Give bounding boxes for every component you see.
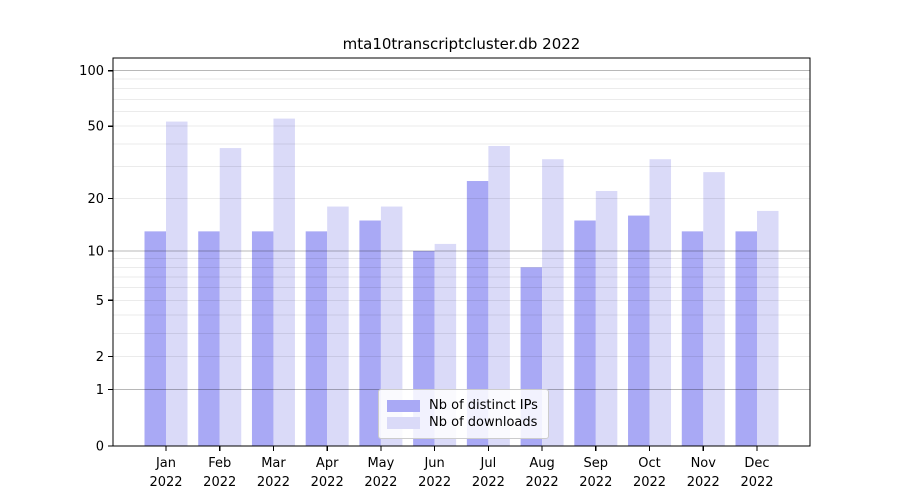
- x-tick-label-month: Sep: [584, 456, 609, 471]
- x-tick-label-month: Jan: [155, 456, 176, 471]
- x-tick-label-month: Mar: [261, 456, 286, 471]
- legend-swatch-distinct-ips: [387, 399, 420, 412]
- bar-downloads-oct: [649, 159, 672, 447]
- y-tick-label: 2: [96, 350, 104, 365]
- bar-distinct-ips-feb: [198, 231, 220, 446]
- gridlines-layer: [113, 70, 810, 391]
- x-tick-label-year: 2022: [364, 475, 397, 490]
- x-tick-label-month: Dec: [744, 456, 769, 471]
- bar-distinct-ips-jul: [466, 181, 489, 446]
- y-tick-label: 5: [96, 294, 104, 309]
- x-tick-label-month: Nov: [691, 456, 717, 471]
- bar-distinct-ips-apr: [305, 231, 328, 446]
- x-tick-label-month: May: [367, 456, 394, 471]
- legend-swatch-downloads: [387, 416, 420, 429]
- x-tick-label-year: 2022: [579, 475, 612, 490]
- x-tick-label-year: 2022: [633, 475, 666, 490]
- bar-downloads-apr: [327, 206, 349, 446]
- legend-label-downloads: Nb of downloads: [429, 415, 538, 430]
- legend-item-downloads: Nb of downloads: [387, 414, 538, 431]
- plot-border: [112, 57, 811, 447]
- bar-downloads-jan: [166, 121, 188, 446]
- bar-distinct-ips-jan: [144, 231, 166, 446]
- x-tick-label-month: Oct: [638, 456, 660, 471]
- legend: Nb of distinct IPs Nb of downloads: [378, 389, 549, 439]
- bar-downloads-may: [380, 206, 403, 446]
- x-tick-label-month: Aug: [529, 456, 554, 471]
- bar-downloads-feb: [219, 148, 242, 446]
- x-tick-label-year: 2022: [526, 475, 559, 490]
- y-tick-label: 20: [87, 192, 104, 207]
- x-tick-label-year: 2022: [257, 475, 290, 490]
- x-tick-label-year: 2022: [418, 475, 451, 490]
- x-tick-label-year: 2022: [687, 475, 720, 490]
- bar-distinct-ips-mar: [251, 231, 274, 446]
- y-tick-label: 0: [96, 440, 104, 455]
- x-tick-label-month: Apr: [316, 456, 339, 471]
- x-tick-label-year: 2022: [472, 475, 505, 490]
- y-tick-label: 10: [87, 244, 104, 259]
- bar-downloads-mar: [273, 118, 295, 447]
- x-tick-label-month: Feb: [208, 456, 231, 471]
- x-tick-label-year: 2022: [311, 475, 344, 490]
- bar-downloads-aug: [542, 159, 564, 447]
- bar-distinct-ips-nov: [681, 231, 704, 446]
- bar-distinct-ips-dec: [735, 231, 757, 446]
- tick-labels-layer: 0 1 2 5 10 20 50 100 Jan 2022 Feb 2022 Mar 2022 Apr 202…: [79, 64, 773, 490]
- bar-downloads-nov: [703, 172, 725, 446]
- bar-distinct-ips-sep: [574, 220, 596, 446]
- bar-downloads-jul: [488, 145, 510, 446]
- legend-item-distinct-ips: Nb of distinct IPs: [387, 397, 538, 414]
- bar-distinct-ips-oct: [628, 215, 650, 446]
- bar-distinct-ips-may: [359, 220, 381, 446]
- chart-title: mta10transcriptcluster.db 2022: [342, 35, 581, 53]
- y-tick-label: 1: [96, 383, 104, 398]
- x-tick-label-month: Jun: [423, 456, 444, 471]
- x-tick-label-year: 2022: [203, 475, 236, 490]
- x-tick-label-year: 2022: [740, 475, 773, 490]
- legend-label-distinct-ips: Nb of distinct IPs: [429, 398, 538, 413]
- bar-downloads-dec: [757, 210, 779, 446]
- x-tick-label-year: 2022: [149, 475, 182, 490]
- x-tick-label-month: Jul: [480, 456, 497, 471]
- y-tick-label: 50: [87, 120, 104, 135]
- y-tick-label: 100: [79, 64, 104, 79]
- axes-layer: [108, 57, 811, 451]
- bar-downloads-sep: [595, 190, 618, 446]
